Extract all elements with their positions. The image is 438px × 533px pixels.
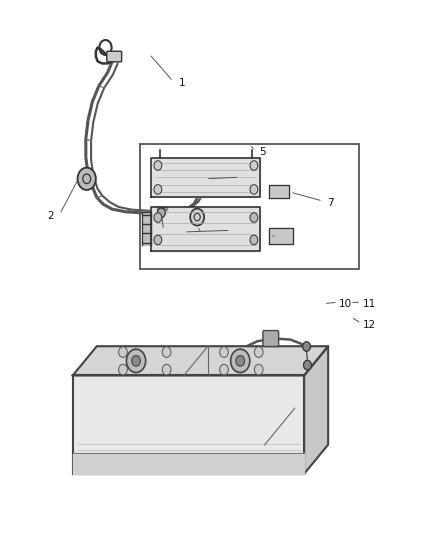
Circle shape: [254, 347, 263, 358]
Circle shape: [78, 167, 96, 190]
Bar: [141, 144, 359, 269]
Circle shape: [190, 208, 204, 225]
Circle shape: [157, 208, 165, 217]
Circle shape: [132, 356, 141, 366]
Polygon shape: [269, 228, 293, 244]
Text: 7: 7: [327, 198, 334, 208]
Circle shape: [236, 356, 244, 366]
Text: 2: 2: [48, 211, 54, 221]
Circle shape: [119, 347, 127, 358]
Text: 6: 6: [244, 174, 251, 184]
FancyBboxPatch shape: [263, 330, 279, 346]
Text: 3: 3: [166, 227, 172, 237]
Polygon shape: [151, 158, 261, 197]
Circle shape: [162, 347, 171, 358]
Polygon shape: [73, 453, 304, 474]
Circle shape: [250, 235, 258, 245]
Circle shape: [231, 349, 250, 373]
Polygon shape: [73, 346, 328, 375]
Polygon shape: [142, 212, 151, 245]
Circle shape: [162, 365, 171, 375]
Text: 1: 1: [179, 78, 185, 88]
Polygon shape: [73, 375, 304, 474]
Text: 9: 9: [281, 233, 288, 244]
Circle shape: [254, 365, 263, 375]
Circle shape: [154, 213, 162, 222]
FancyBboxPatch shape: [107, 51, 122, 62]
Circle shape: [127, 349, 146, 373]
Text: 4: 4: [205, 231, 212, 241]
Text: 11: 11: [363, 298, 376, 309]
Circle shape: [250, 161, 258, 170]
Circle shape: [304, 360, 311, 370]
Circle shape: [154, 161, 162, 170]
Polygon shape: [269, 185, 289, 198]
Text: 5: 5: [259, 147, 266, 157]
Circle shape: [219, 365, 228, 375]
Text: 13: 13: [297, 402, 311, 413]
Circle shape: [154, 184, 162, 194]
Text: 8: 8: [235, 227, 242, 237]
Text: 12: 12: [363, 320, 376, 330]
Polygon shape: [151, 207, 261, 251]
Circle shape: [250, 184, 258, 194]
Text: 10: 10: [339, 298, 352, 309]
Circle shape: [119, 365, 127, 375]
Polygon shape: [157, 207, 166, 210]
Circle shape: [250, 213, 258, 222]
Circle shape: [303, 342, 311, 351]
Circle shape: [219, 347, 228, 358]
Circle shape: [154, 235, 162, 245]
Polygon shape: [304, 346, 328, 474]
